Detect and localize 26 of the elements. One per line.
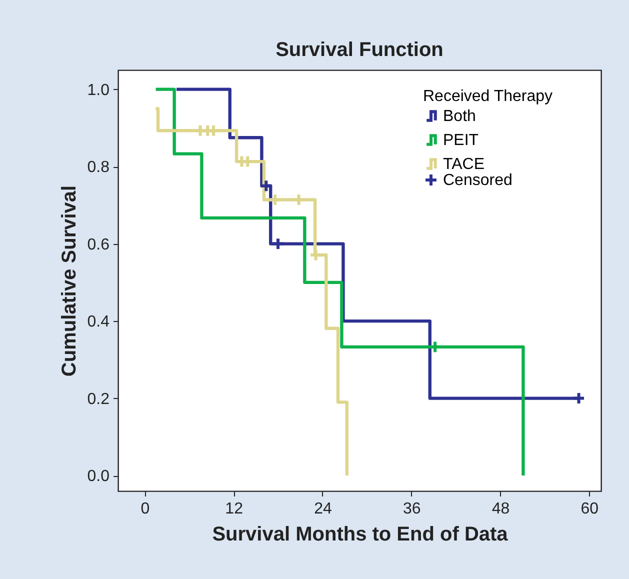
y-tick-label: 0.6 [87,236,110,254]
chart-title: Survival Function [276,39,444,61]
point [572,392,586,406]
point [271,237,285,251]
x-tick-label: 12 [225,500,244,518]
legend-label: Both [443,108,476,125]
x-tick-label: 60 [580,500,599,518]
point [428,340,442,354]
y-axis-title: Cumulative Survival [58,185,80,377]
legend-label: PEIT [443,132,479,149]
legend-title: Received Therapy [423,88,553,105]
x-tick-label: 0 [140,500,150,518]
y-tick-label: 0.2 [87,390,110,408]
legend-label: TACE [443,156,484,173]
x-tick-label: 48 [492,500,510,518]
x-axis-title: Survival Months to End of Data [212,524,509,546]
point [268,193,282,207]
legend-label: Censored [443,172,512,189]
y-tick-label: 0.0 [87,468,110,486]
x-tick-label: 24 [314,500,332,518]
x-tick-label: 36 [402,500,421,518]
y-tick-label: 0.4 [87,314,110,331]
y-tick-label: 0.8 [87,159,110,176]
point [292,193,306,207]
point [259,179,273,193]
y-tick-label: 1.0 [87,82,110,99]
